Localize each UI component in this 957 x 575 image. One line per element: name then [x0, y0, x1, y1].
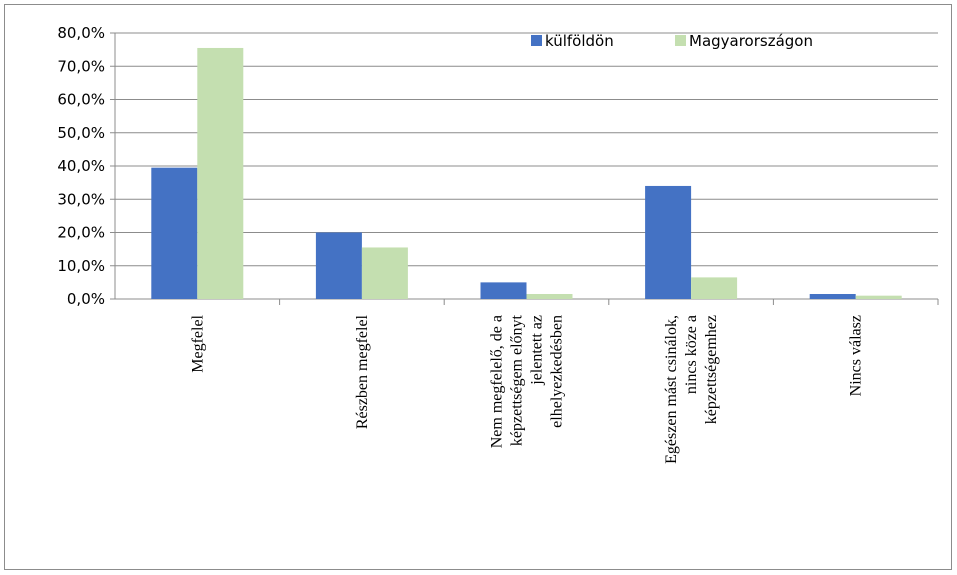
- y-tick-label: 80,0%: [57, 24, 105, 42]
- category-label-line: nincs köze a: [683, 315, 700, 394]
- bar-külföldön: [480, 282, 527, 299]
- bar-Magyarországon: [526, 294, 573, 299]
- category-label-line: Részben megfelel: [354, 314, 371, 429]
- category-label: Egészen mást csinálok, nincs köze a képzet…: [663, 315, 720, 464]
- bar-külföldön: [315, 232, 362, 299]
- legend-swatch: [675, 35, 686, 46]
- category-label: Részben megfelel: [354, 314, 371, 429]
- y-tick-label: 60,0%: [57, 91, 105, 109]
- category-label-line: elhelyezkedésben: [549, 315, 566, 428]
- bar-külföldön: [151, 167, 198, 299]
- category-label-line: képzettségem előnyt: [509, 314, 526, 446]
- category-label: Nem megfelelő, de a képzettségem előnyt je…: [489, 314, 566, 448]
- bar-külföldön: [645, 185, 692, 299]
- y-tick-label: 70,0%: [57, 57, 105, 75]
- bar-külföldön: [809, 294, 856, 299]
- y-tick-label: 30,0%: [57, 190, 105, 208]
- category-label-line: Nem megfelelő, de a: [489, 315, 506, 448]
- bar-Magyarországon: [361, 247, 408, 299]
- bar-Magyarországon: [855, 295, 902, 299]
- y-tick-label: 20,0%: [57, 224, 105, 242]
- y-tick-label: 10,0%: [57, 257, 105, 275]
- legend-label: külföldön: [545, 32, 614, 50]
- category-label: Nincs válasz: [848, 315, 865, 396]
- bar-Magyarországon: [197, 47, 244, 300]
- category-label-line: Megfelel: [189, 314, 206, 372]
- legend-label: Magyarországon: [689, 32, 813, 50]
- category-label-line: képzettségemhez: [703, 315, 720, 424]
- category-label: Megfelel: [189, 314, 206, 372]
- bar-Magyarországon: [691, 277, 738, 299]
- category-label-line: Nincs válasz: [848, 315, 865, 396]
- category-label-line: Egészen mást csinálok,: [663, 315, 680, 464]
- category-label-line: jelentett az: [529, 315, 546, 386]
- y-tick-label: 50,0%: [57, 124, 105, 142]
- legend-swatch: [531, 35, 542, 46]
- y-tick-label: 0,0%: [67, 290, 105, 308]
- y-tick-label: 40,0%: [57, 157, 105, 175]
